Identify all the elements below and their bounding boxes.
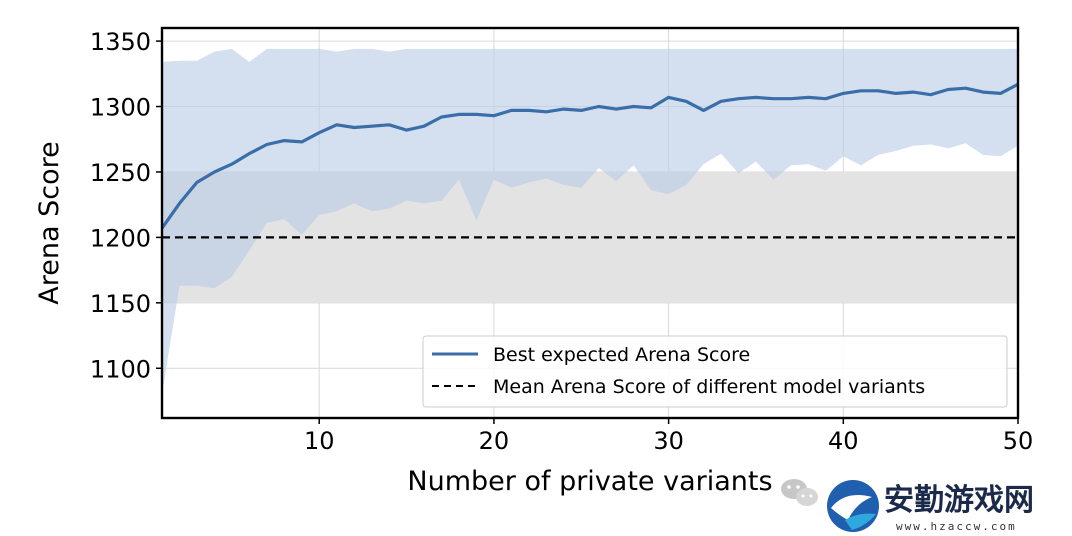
legend: Best expected Arena Score Mean Arena Sco… xyxy=(422,335,1008,408)
legend-label-best: Best expected Arena Score xyxy=(493,344,750,366)
x-tick-label-30: 30 xyxy=(653,427,684,455)
y-tick-label-1300: 1300 xyxy=(90,94,151,122)
legend-label-mean: Mean Arena Score of different model vari… xyxy=(493,376,925,398)
legend-box xyxy=(422,335,1008,408)
plot-frame xyxy=(160,26,1020,420)
best-score-line xyxy=(162,82,1018,230)
y-axis-label: Arena Score xyxy=(34,141,65,304)
watermark: 安勤游戏网 www.hzaccw.com xyxy=(781,479,1034,533)
y-tick-label-1200: 1200 xyxy=(90,224,151,252)
watermark-title: 安勤游戏网 xyxy=(884,483,1034,518)
y-tick-label-1250: 1250 xyxy=(90,159,151,187)
x-tick-label-20: 20 xyxy=(479,427,510,455)
y-tick-label-1100: 1100 xyxy=(90,355,151,383)
x-tick-label-50: 50 xyxy=(1003,427,1034,455)
y-tick-label-1150: 1150 xyxy=(90,290,151,318)
x-tick-label-10: 10 xyxy=(304,427,335,455)
best-score-confidence-band xyxy=(162,48,1018,395)
y-tick-label-1350: 1350 xyxy=(90,28,151,56)
x-tick-label-40: 40 xyxy=(828,427,859,455)
data-layer xyxy=(162,48,1018,395)
tick-layer: 10 20 30 40 50 1100 1150 1200 1250 1300 1350 xyxy=(90,28,1033,455)
wechat-icon xyxy=(781,479,818,506)
site-logo-icon xyxy=(827,480,879,532)
watermark-url: www.hzaccw.com xyxy=(896,520,1017,533)
x-axis-label: Number of private variants xyxy=(407,466,772,497)
